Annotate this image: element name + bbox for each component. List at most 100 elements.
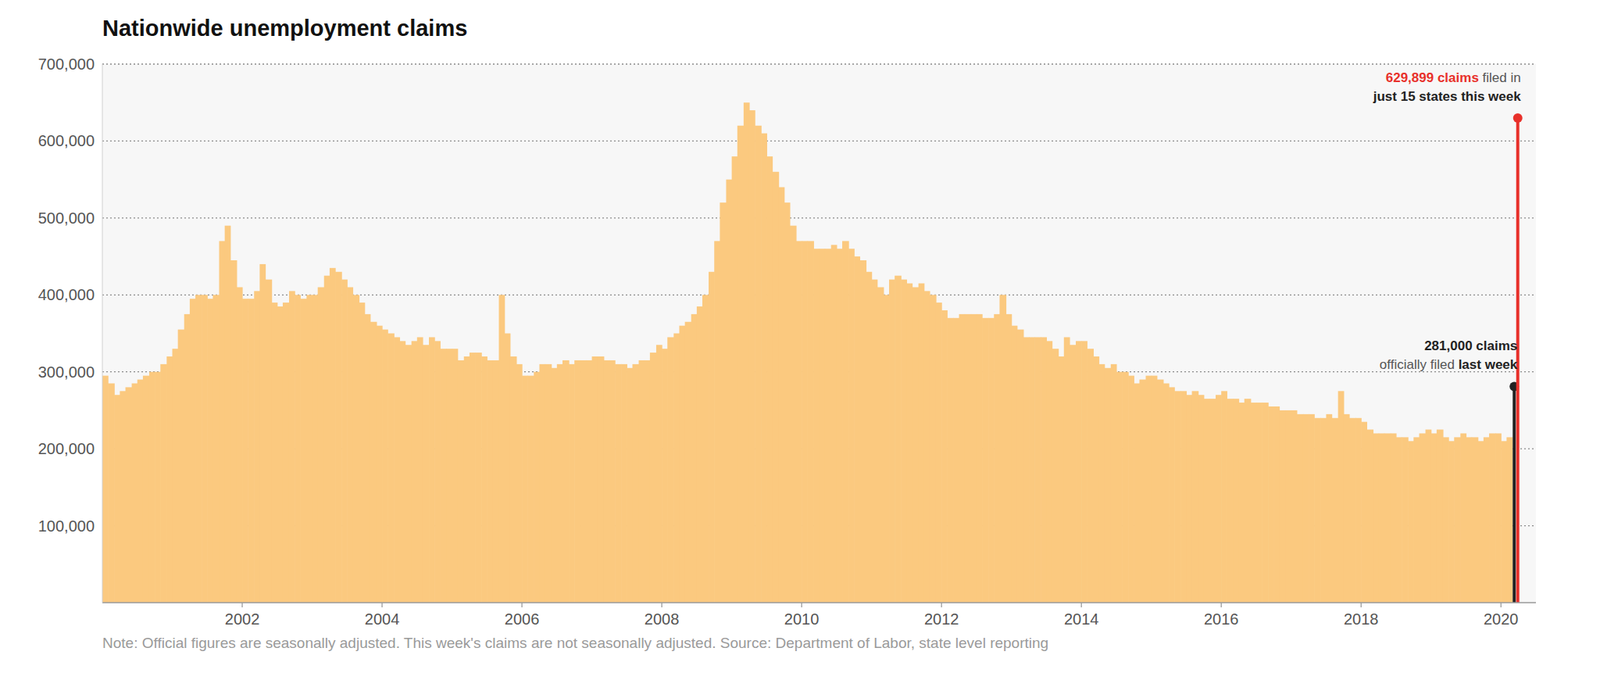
bar <box>796 240 803 603</box>
bar <box>387 333 395 604</box>
grid-line <box>102 217 1536 218</box>
bar <box>1278 410 1286 603</box>
y-tick-label: 600,000 <box>38 132 95 150</box>
bar <box>516 364 523 603</box>
bar <box>667 336 675 603</box>
bar <box>982 317 990 603</box>
bar <box>137 379 144 603</box>
bar <box>428 336 436 603</box>
bar <box>1209 398 1217 603</box>
bar <box>1215 394 1222 603</box>
bar <box>184 314 191 603</box>
bar <box>1273 406 1280 603</box>
bar <box>236 286 243 603</box>
bar <box>784 202 791 603</box>
bar <box>324 275 331 603</box>
bar <box>300 298 308 603</box>
bar <box>1325 414 1333 603</box>
bar <box>282 302 290 603</box>
bar <box>1384 432 1392 603</box>
bar <box>1139 379 1147 603</box>
bar <box>1023 336 1030 603</box>
x-tick-label: 2008 <box>644 610 680 628</box>
bar <box>1478 440 1485 603</box>
bar <box>195 294 203 603</box>
bar <box>289 290 296 603</box>
bar <box>464 356 471 603</box>
annotation-text: just 15 states this week <box>1372 89 1522 104</box>
highlight-dot <box>1513 113 1523 123</box>
bar <box>317 286 325 603</box>
bar <box>1267 406 1275 603</box>
x-tick <box>521 602 522 608</box>
grid-line <box>102 63 1536 65</box>
bar <box>486 360 493 603</box>
bar <box>1075 340 1083 603</box>
bar <box>1005 314 1012 603</box>
bar <box>807 240 815 603</box>
bar <box>941 310 948 603</box>
x-axis-line <box>102 601 1536 604</box>
bar <box>621 364 628 603</box>
x-tick <box>660 602 662 608</box>
bar <box>434 340 441 603</box>
bar <box>935 302 943 603</box>
bar <box>1128 375 1135 603</box>
bar <box>1431 432 1438 603</box>
marks <box>102 102 1523 603</box>
bar <box>1110 364 1118 603</box>
bar <box>499 294 506 603</box>
y-tick-label: 100,000 <box>38 517 95 535</box>
y-tick-label: 500,000 <box>38 209 95 227</box>
bar <box>271 302 279 603</box>
bar <box>912 286 920 603</box>
bar <box>1086 348 1094 603</box>
bar <box>1250 402 1258 603</box>
bar <box>160 364 168 603</box>
bar <box>696 306 704 603</box>
x-tick <box>1081 602 1083 608</box>
bar <box>725 179 733 603</box>
bar <box>953 317 960 603</box>
bar <box>691 314 698 603</box>
bar <box>1133 382 1140 603</box>
bar <box>1506 436 1513 603</box>
bar <box>1198 394 1205 603</box>
y-tick-label: 200,000 <box>38 439 95 458</box>
bar <box>1180 390 1187 603</box>
bar <box>341 279 348 603</box>
x-tick-label: 2014 <box>1064 610 1100 628</box>
bar <box>1453 436 1461 603</box>
bar <box>988 317 995 603</box>
bar <box>364 314 372 603</box>
bar <box>533 371 540 603</box>
bar <box>1366 429 1374 603</box>
bar <box>545 364 553 603</box>
bar <box>760 133 768 603</box>
bar <box>1483 436 1490 603</box>
bar <box>1343 414 1350 603</box>
bar <box>1465 436 1472 603</box>
bar <box>1052 348 1060 603</box>
bar <box>568 364 575 603</box>
x-tick-label: 2004 <box>364 610 400 628</box>
bar <box>1221 390 1228 603</box>
x-tick-label: 2018 <box>1343 610 1379 628</box>
bar <box>678 325 686 603</box>
bar <box>1174 390 1182 603</box>
bar <box>149 371 156 603</box>
bar <box>492 360 500 603</box>
bar <box>439 348 447 603</box>
bar <box>510 356 518 603</box>
bar <box>201 294 208 603</box>
bar <box>178 329 186 603</box>
bar <box>999 294 1007 603</box>
bar <box>1291 410 1298 603</box>
bar <box>853 256 861 603</box>
bar <box>1372 432 1379 603</box>
annotation-text: officially filed <box>1379 357 1459 372</box>
highlight-bar <box>1512 385 1516 603</box>
bar <box>1396 436 1403 603</box>
bar <box>946 317 954 603</box>
bar <box>457 360 465 603</box>
